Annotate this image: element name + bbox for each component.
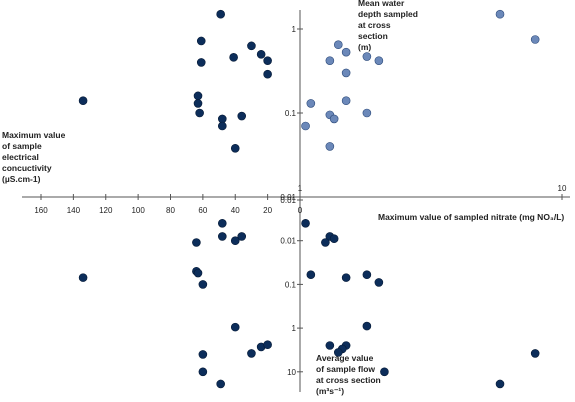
data-point [341, 47, 351, 57]
x-tick-label: 10 [558, 184, 567, 193]
nitrate-axis-title: Maximum value of sampled nitrate (mg NO₃… [378, 212, 564, 222]
data-point [329, 114, 339, 124]
data-point [193, 91, 203, 101]
data-point [362, 321, 372, 331]
data-point [362, 52, 372, 61]
data-point [247, 41, 256, 51]
data-point [333, 40, 343, 50]
axis-title-line: at cross [358, 20, 391, 30]
depth-axis-title: Mean water depth sampled at cross section (m… [358, 0, 418, 52]
y-tick-label: 0.01 [280, 196, 296, 205]
axis-title-line: (m³s⁻¹) [316, 386, 344, 396]
x-tick-label: 160 [34, 206, 48, 215]
axis-title-line: of sample flow [316, 364, 375, 374]
axis-title-line: depth sampled [358, 9, 418, 19]
axis-title-line: at cross section [316, 375, 381, 385]
x-tick-label: 0 [298, 206, 303, 215]
data-point [196, 36, 206, 46]
data-point [196, 58, 206, 67]
data-point [78, 96, 88, 106]
y-tick-label: 1 [292, 25, 297, 34]
data-point [78, 273, 88, 282]
tick-labels: 160 140 120 100 80 60 40 20 01 1010.10.010.010.01… [34, 25, 567, 377]
data-points [78, 9, 540, 389]
data-point [198, 280, 208, 289]
data-point [216, 9, 225, 19]
y-tick-label: 1 [292, 324, 297, 333]
data-point [247, 349, 256, 358]
axis-title-line: electrical [2, 152, 39, 162]
data-point [374, 278, 384, 287]
data-point [530, 35, 540, 44]
axis-title-line: (m) [358, 42, 371, 52]
data-point [218, 121, 227, 131]
data-point [263, 69, 272, 79]
data-point [230, 236, 240, 245]
x-tick-label: 120 [99, 206, 113, 215]
y-tick-label: 10 [287, 368, 296, 377]
data-point [325, 341, 335, 350]
data-point [495, 9, 505, 19]
data-point [321, 238, 330, 247]
data-point [341, 96, 351, 106]
data-point [329, 234, 339, 244]
data-point [256, 49, 266, 59]
x-tick-label: 100 [131, 206, 145, 215]
data-point [380, 367, 389, 377]
data-point [325, 142, 335, 151]
data-point [218, 232, 227, 241]
data-point [195, 108, 204, 118]
x-tick-label: 1 [298, 184, 303, 193]
axis-title-line: Average value [316, 353, 374, 363]
data-point [263, 56, 272, 65]
data-point [495, 379, 505, 389]
data-point [193, 99, 203, 108]
conductivity-axis-title: Maximum value of sample electrical concucti… [2, 130, 66, 184]
data-point [229, 53, 238, 62]
data-point [374, 56, 384, 65]
data-point [216, 379, 225, 389]
data-point [193, 268, 203, 278]
axis-title-line: Maximum value [2, 130, 66, 140]
y-tick-label: 0.1 [285, 280, 297, 289]
data-point [230, 322, 240, 332]
x-tick-label: 60 [198, 206, 207, 215]
x-tick-label: 80 [166, 206, 175, 215]
y-tick-label: 0.1 [285, 109, 297, 118]
data-point [198, 350, 208, 359]
axis-title-line: (µS.cm-1) [2, 174, 41, 184]
data-point [237, 111, 247, 121]
data-point [325, 56, 335, 65]
data-point [306, 99, 316, 108]
axis-title-line: Mean water [358, 0, 405, 8]
flow-axis-title: Average value of sample flow at cross sect… [316, 353, 381, 396]
x-tick-label: 140 [67, 206, 81, 215]
data-point [230, 143, 240, 153]
data-point [341, 68, 351, 78]
data-point [341, 273, 351, 282]
y-tick-label: 0.01 [280, 237, 296, 246]
axis-title-line: of sample [2, 141, 42, 151]
axis-title-line: section [358, 31, 388, 41]
data-point [301, 219, 310, 228]
axis-title-line: concuctivity [2, 163, 52, 173]
data-point [198, 367, 208, 377]
data-point [218, 219, 227, 228]
data-point [333, 348, 343, 357]
data-point [301, 121, 310, 131]
data-point [306, 270, 316, 280]
data-point [192, 238, 201, 247]
data-point [237, 232, 247, 241]
x-tick-label: 40 [231, 206, 240, 215]
data-point [362, 108, 372, 118]
x-tick-label: 20 [263, 206, 272, 215]
y-tick-label: 0.01 [280, 193, 296, 202]
data-point [530, 349, 540, 358]
data-point [362, 270, 372, 280]
data-point [263, 340, 272, 350]
